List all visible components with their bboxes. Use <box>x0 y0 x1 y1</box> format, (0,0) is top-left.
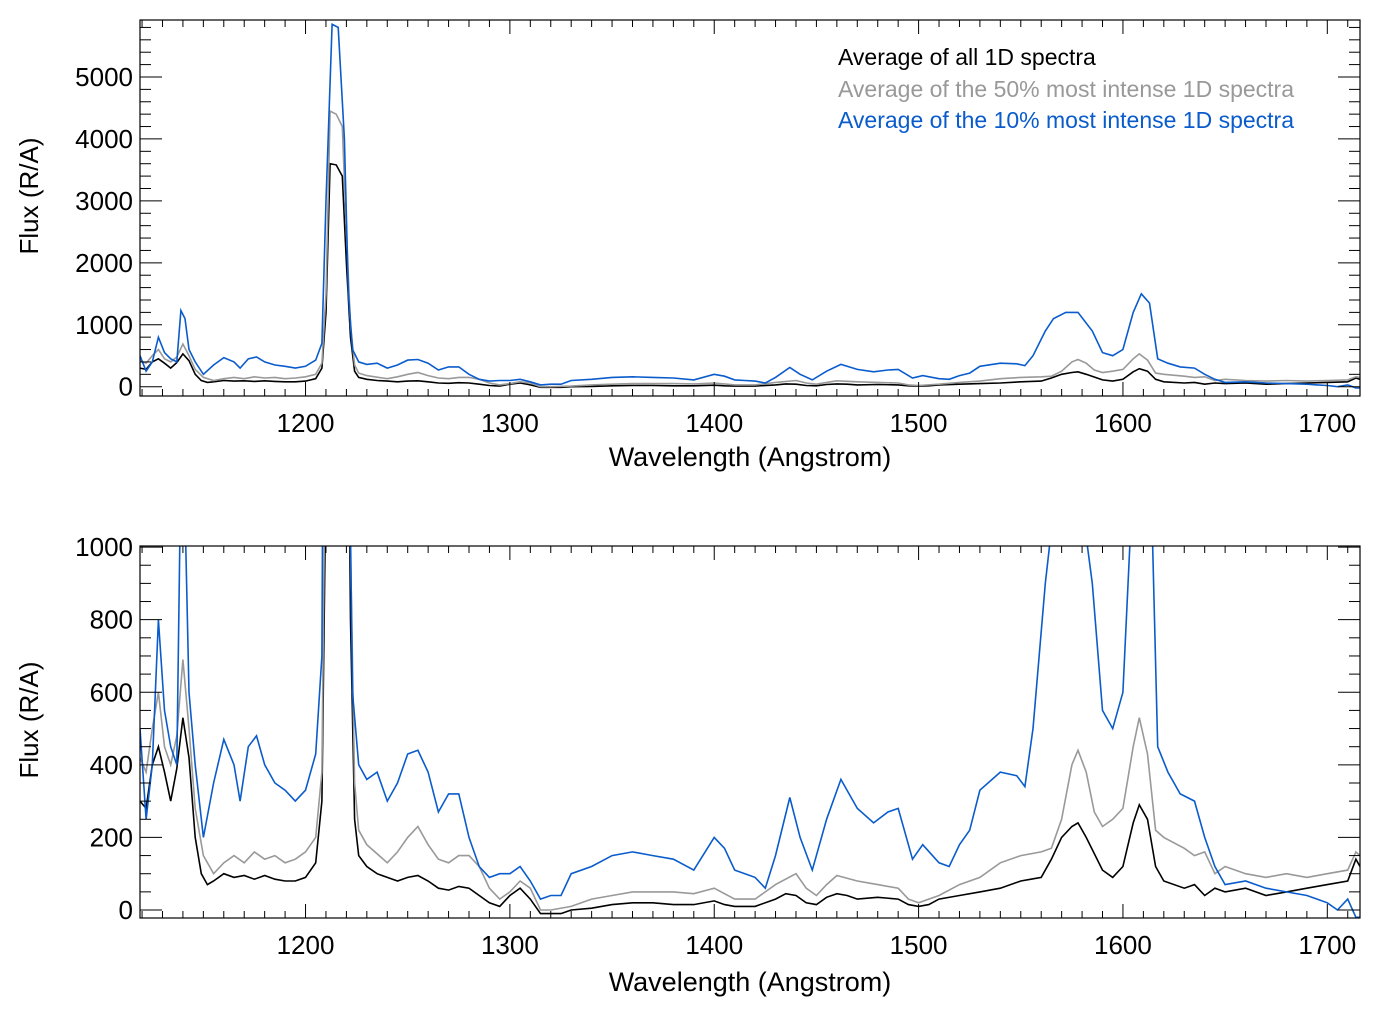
x-tick-label: 1300 <box>481 408 539 438</box>
y-tick-label: 1000 <box>75 532 133 562</box>
x-tick-label: 1700 <box>1298 408 1356 438</box>
y-tick-label: 4000 <box>75 124 133 154</box>
y-axis-label-bottom: Flux (R/A) <box>14 662 44 779</box>
y-tick-label: 2000 <box>75 248 133 278</box>
panel-top: Flux (R/A) Wavelength (Angstrom) Average… <box>14 19 1361 472</box>
series-line-50pct <box>140 109 1360 388</box>
legend-entry-all: Average of all 1D spectra <box>838 44 1096 70</box>
y-tick-label: 600 <box>90 677 133 707</box>
x-tick-label: 1500 <box>890 408 948 438</box>
x-tick-label: 1600 <box>1094 408 1152 438</box>
y-tick-label: 800 <box>90 605 133 635</box>
panel-bottom: Flux (R/A) Wavelength (Angstrom) 1200 130… <box>14 532 1361 997</box>
y-tick-label: 0 <box>119 372 133 402</box>
series-line-10pct <box>140 23 1360 389</box>
plot-frame <box>139 19 1361 397</box>
legend-entry-50pct: Average of the 50% most intense 1D spect… <box>838 76 1294 102</box>
plot-frame <box>139 545 1361 919</box>
x-tick-label: 1200 <box>277 408 335 438</box>
y-tick-label: 0 <box>119 895 133 925</box>
legend-entry-10pct: Average of the 10% most intense 1D spect… <box>838 107 1294 133</box>
x-tick-label: 1700 <box>1298 930 1356 960</box>
x-tick-label: 1200 <box>277 930 335 960</box>
y-tick-label: 200 <box>90 822 133 852</box>
x-tick-label: 1400 <box>685 930 743 960</box>
x-tick-label: 1600 <box>1094 930 1152 960</box>
series-line-all <box>140 162 1360 389</box>
x-axis-label-top: Wavelength (Angstrom) <box>609 442 892 472</box>
x-tick-label: 1300 <box>481 930 539 960</box>
x-tick-label: 1400 <box>685 408 743 438</box>
y-tick-label: 3000 <box>75 186 133 216</box>
x-tick-label: 1500 <box>890 930 948 960</box>
y-tick-label: 1000 <box>75 310 133 340</box>
series-line-50pct <box>140 546 1360 911</box>
series-line-10pct <box>140 546 1360 918</box>
y-axis-label-top: Flux (R/A) <box>14 138 44 255</box>
y-tick-label: 400 <box>90 750 133 780</box>
y-tick-label: 5000 <box>75 62 133 92</box>
series-line-all <box>140 546 1360 915</box>
x-axis-label-bottom: Wavelength (Angstrom) <box>609 967 892 997</box>
